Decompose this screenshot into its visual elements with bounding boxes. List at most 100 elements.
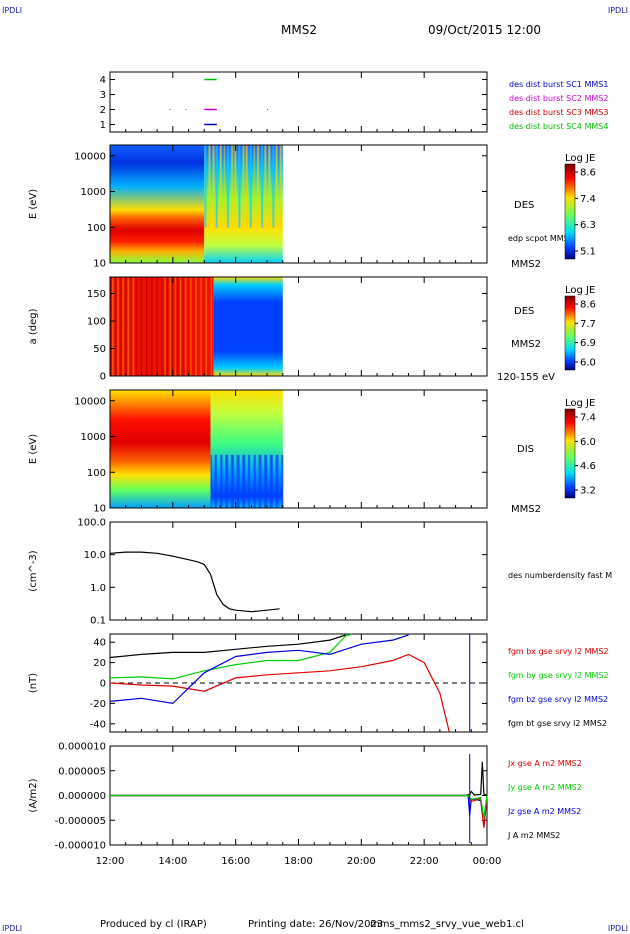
y-tick-label: 100.0 <box>77 518 106 529</box>
y-tick-label: 40 <box>93 638 106 649</box>
current-series-line <box>110 794 488 828</box>
y-tick-label: 10.0 <box>84 550 106 561</box>
des-energy-stripe <box>234 145 236 228</box>
dis-energy-stripe <box>237 454 239 508</box>
des-energy-stripe <box>275 145 278 228</box>
dis-energy-stripe <box>264 454 267 508</box>
des-energy-stripe <box>269 145 271 228</box>
des-energy-stripe <box>250 145 252 228</box>
burst-point <box>169 109 171 110</box>
colorbar-tick-label: 8.6 <box>580 300 596 311</box>
colorbar-tick-label: 7.7 <box>580 319 596 330</box>
des-energy-stripe <box>246 145 248 228</box>
density-ylabel: (cm^-3) <box>28 550 39 591</box>
des-energy-colorbar <box>564 163 576 260</box>
burst-point <box>185 109 187 110</box>
y-tick-label: -0.000005 <box>55 816 106 827</box>
pa-stripe <box>145 277 148 376</box>
pa-stripe <box>171 277 174 376</box>
y-tick-label: 0 <box>100 372 106 383</box>
burst-legend-entry: des dist burst SC1 MMS1 <box>509 80 608 89</box>
dis-energy-stripe <box>281 454 284 508</box>
time-tick-label: 00:00 <box>473 856 502 867</box>
bfield-series-line <box>109 634 346 659</box>
pa-stripe <box>122 277 124 376</box>
dis-energy-stripe <box>230 454 233 508</box>
des-energy-stripe <box>208 145 210 228</box>
y-tick-label: 0.000000 <box>58 791 106 802</box>
y-tick-label: 10 <box>93 504 106 515</box>
des-energy-stripe <box>212 145 214 228</box>
dis-energy-ylabel: E (eV) <box>28 434 39 464</box>
bfield-legend-entry: fgm bt gse srvy l2 MMS2 <box>508 719 607 728</box>
dis-energy-stripe <box>221 454 223 508</box>
des-energy-stripe <box>264 145 266 228</box>
dis-energy-stripe <box>236 454 239 508</box>
des-energy-scpot-label: edp scpot MMS2 <box>508 234 574 243</box>
pa-stripe <box>156 277 158 376</box>
pa-heatmap-late <box>213 277 283 376</box>
current-ylabel: (A/m2) <box>28 778 39 812</box>
pa-stripe <box>195 277 197 376</box>
footer-produced-by: Produced by cl (IRAP) <box>100 919 207 930</box>
des-energy-stripe <box>226 145 229 228</box>
des-energy-stripe <box>215 145 218 228</box>
pa-stripe <box>110 277 112 376</box>
time-tick-label: 18:00 <box>284 856 313 867</box>
des-energy-stripe <box>230 145 233 228</box>
pa-stripe <box>169 277 172 376</box>
date-time-title: 09/Oct/2015 12:00 <box>428 23 542 37</box>
bfield-series-line <box>109 633 353 680</box>
pa-stripe <box>127 277 129 376</box>
dis-energy-stripe <box>271 454 273 508</box>
dis-energy-stripe <box>232 454 234 508</box>
des-energy-stripe <box>239 145 241 228</box>
pa-stripe <box>190 277 192 376</box>
pa-stripe <box>120 277 122 376</box>
pa-stripe <box>117 277 119 376</box>
y-tick-label: 100 <box>87 223 106 234</box>
pa-stripe <box>174 277 177 376</box>
des-energy-stripe <box>249 145 252 228</box>
y-tick-label: -40 <box>90 719 106 730</box>
dis-energy-stripe <box>253 454 256 508</box>
y-tick-label: 50 <box>93 344 106 355</box>
des-energy-stripe <box>242 145 244 228</box>
dis-energy-stripe <box>259 454 261 508</box>
dis-energy-stripe <box>210 454 213 508</box>
y-tick-label: 150 <box>87 289 106 300</box>
footer-printing-date: Printing date: 26/Nov/2023 <box>248 919 384 930</box>
burst-legend-entry: des dist burst SC2 MMS2 <box>509 94 608 103</box>
bfield-legend-entry: fgm bx gse srvy l2 MMS2 <box>508 647 609 656</box>
pa-stripe <box>176 277 179 376</box>
y-tick-label: 10 <box>93 259 106 270</box>
time-tick-label: 22:00 <box>410 856 439 867</box>
colorbar-tick-label: 6.0 <box>580 358 596 369</box>
des-energy-stripe <box>213 145 215 228</box>
burst-legend-entry: des dist burst SC3 MMS3 <box>509 108 608 117</box>
des-energy-stripe <box>268 145 270 228</box>
colorbar-tick-label: 7.4 <box>580 194 596 205</box>
burst-point <box>267 109 269 110</box>
y-tick-label: 100 <box>87 317 106 328</box>
dis-energy-stripe <box>254 454 256 508</box>
time-tick-label: 12:00 <box>96 856 125 867</box>
pa-energy-range-label: 120-155 eV <box>497 372 555 383</box>
pa-stripe <box>115 277 117 376</box>
des-energy-ylabel: E (eV) <box>28 189 39 219</box>
dis-energy-stripe <box>242 454 244 508</box>
time-tick-label: 16:00 <box>221 856 250 867</box>
time-tick-label: 20:00 <box>347 856 376 867</box>
dis-energy-stripe <box>265 454 268 508</box>
des-energy-stripe <box>264 145 267 228</box>
pa-stripe <box>151 277 153 376</box>
dis-energy-stripe <box>220 454 222 508</box>
dis-energy-stripe <box>243 454 246 508</box>
des-energy-stripe <box>205 145 207 228</box>
time-tick-label: 14:00 <box>158 856 187 867</box>
dis-energy-stripe <box>260 454 262 508</box>
dis-energy-stripe <box>248 454 251 508</box>
des-energy-sc-label: MMS2 <box>511 259 541 270</box>
pa-stripe <box>205 277 207 376</box>
